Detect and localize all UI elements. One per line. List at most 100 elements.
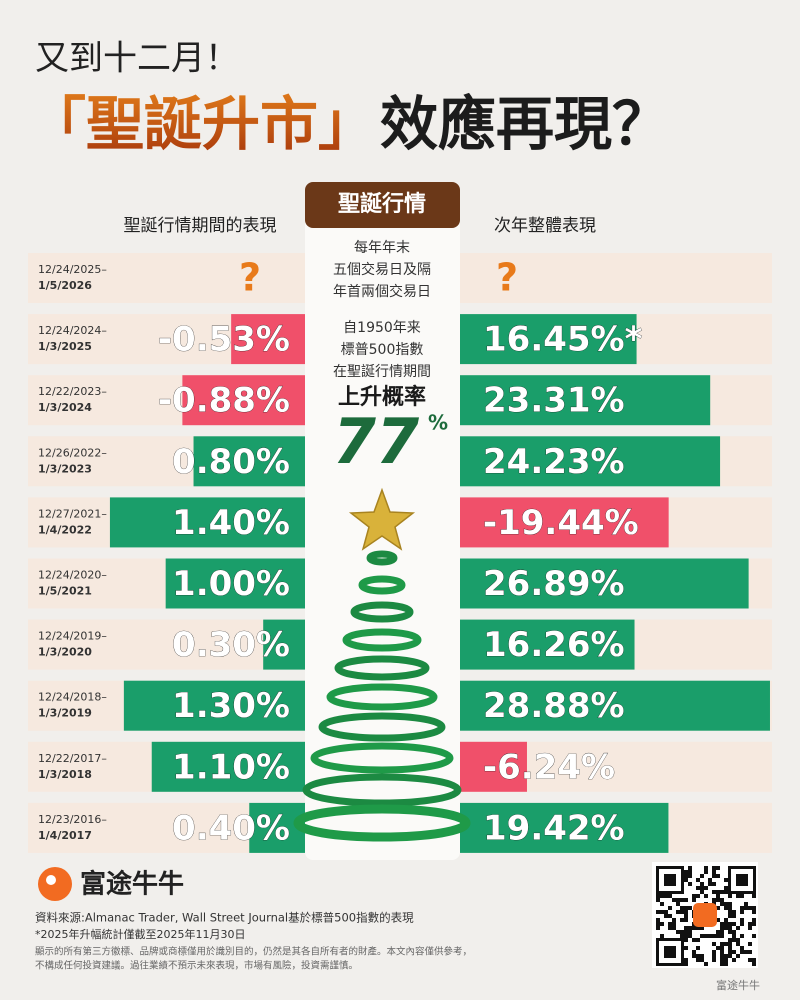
qr-cell (688, 906, 692, 910)
qr-cell (720, 898, 724, 902)
qr-cell (692, 950, 696, 954)
qr-cell (728, 910, 732, 914)
qr-cell (692, 954, 696, 958)
center-stat: 自1950年来 (343, 320, 421, 336)
qr-cell (752, 918, 756, 922)
qr-cell (724, 922, 728, 926)
qr-cell (720, 942, 724, 946)
category-label: 1/3/2018 (38, 768, 92, 781)
left-bar (231, 314, 305, 365)
qr-cell (684, 898, 688, 902)
tree (293, 487, 471, 842)
qr-cell (740, 946, 744, 950)
qr-cell (708, 878, 712, 882)
qr-cell (720, 890, 724, 894)
qr-cell (688, 882, 692, 886)
left-bar (109, 497, 305, 548)
qr-cell (712, 890, 716, 894)
qr-cell (668, 914, 672, 918)
qr-cell (724, 942, 728, 946)
qr-cell (704, 866, 708, 870)
qr-cell (728, 930, 732, 934)
qr-cell (664, 914, 668, 918)
qr-cell (672, 898, 676, 902)
qr-cell (660, 922, 664, 926)
qr-cell (656, 918, 660, 922)
probability: 77 (333, 405, 420, 478)
value-label: 1.40% (172, 503, 290, 543)
qr-cell (724, 902, 728, 906)
value-label: 28.88% (483, 686, 625, 726)
category-label: 12/24/2020– (38, 569, 107, 582)
qr-cell (684, 958, 688, 962)
qr-cell (660, 934, 664, 938)
qr-cell (720, 926, 724, 930)
qr-cell (728, 894, 732, 898)
source: 資料來源:Almanac Trader, Wall Street Journal… (35, 911, 414, 925)
qr-cell (656, 910, 660, 914)
value-label: 24.23% (483, 442, 625, 482)
qr-cell (720, 946, 724, 950)
qr-cell (708, 934, 712, 938)
qr-cell (732, 950, 736, 954)
qr-cell (680, 918, 684, 922)
qr-cell (740, 910, 744, 914)
qr-cell (680, 930, 684, 934)
right-header: 次年整體表現 (494, 216, 596, 236)
qr-cell (660, 910, 664, 914)
qr-cell (688, 866, 692, 870)
qr-cell (660, 894, 664, 898)
brand: 富途牛牛 (80, 869, 184, 900)
qr-cell (728, 914, 732, 918)
center-header: 聖誕行情 (338, 191, 426, 217)
left-bar (263, 619, 305, 670)
value-label: 0.30% (172, 625, 290, 665)
qr-cell (752, 962, 756, 966)
category-label: 12/24/2019– (38, 630, 107, 643)
qr-cell (724, 954, 728, 958)
qr-cell (660, 902, 664, 906)
qr-cell (744, 906, 748, 910)
qr-cell (716, 898, 720, 902)
qr-cell (720, 922, 724, 926)
value-label: ? (496, 256, 518, 300)
subtitle: 又到十二月！ (35, 39, 239, 79)
qr-cell (696, 926, 700, 930)
value-label: 16.45%* (483, 320, 643, 360)
qr-cell (712, 874, 716, 878)
qr-cell (712, 954, 716, 958)
qr-cell (688, 870, 692, 874)
qr-cell (688, 874, 692, 878)
qr-cell (680, 906, 684, 910)
qr-cell (736, 938, 740, 942)
qr-cell (728, 942, 732, 946)
left-header: 聖誕行情期間的表現 (124, 216, 277, 236)
category-label: 1/3/2024 (38, 401, 92, 414)
qr-cell (748, 950, 752, 954)
right-bar (460, 314, 637, 365)
right-bar (460, 436, 721, 487)
qr-cell (716, 930, 720, 934)
qr-cell (676, 910, 680, 914)
qr-cell (748, 906, 752, 910)
qr-cell (700, 882, 704, 886)
category-label: 12/22/2023– (38, 385, 107, 398)
qr-cell (684, 930, 688, 934)
qr-cell (724, 958, 728, 962)
qr-cell (724, 926, 728, 930)
value-label: 26.89% (483, 564, 625, 604)
qr-cell (720, 902, 724, 906)
category-label: 12/26/2022– (38, 446, 107, 459)
category-label: 1/4/2017 (38, 829, 92, 842)
qr-cell (668, 894, 672, 898)
disclaimer: 不構成任何投資建議。過往業績不預示未來表現，市場有風險，投資需謹慎。 (35, 960, 358, 972)
qr-cell (716, 906, 720, 910)
qr-cell (748, 958, 752, 962)
value-label: -19.44% (483, 503, 639, 543)
qr-cell (728, 950, 732, 954)
qr-cell (728, 922, 732, 926)
category-label: 12/24/2018– (38, 691, 107, 704)
qr-cell (748, 926, 752, 930)
qr-cell (712, 934, 716, 938)
value-label: 16.26% (483, 625, 625, 665)
